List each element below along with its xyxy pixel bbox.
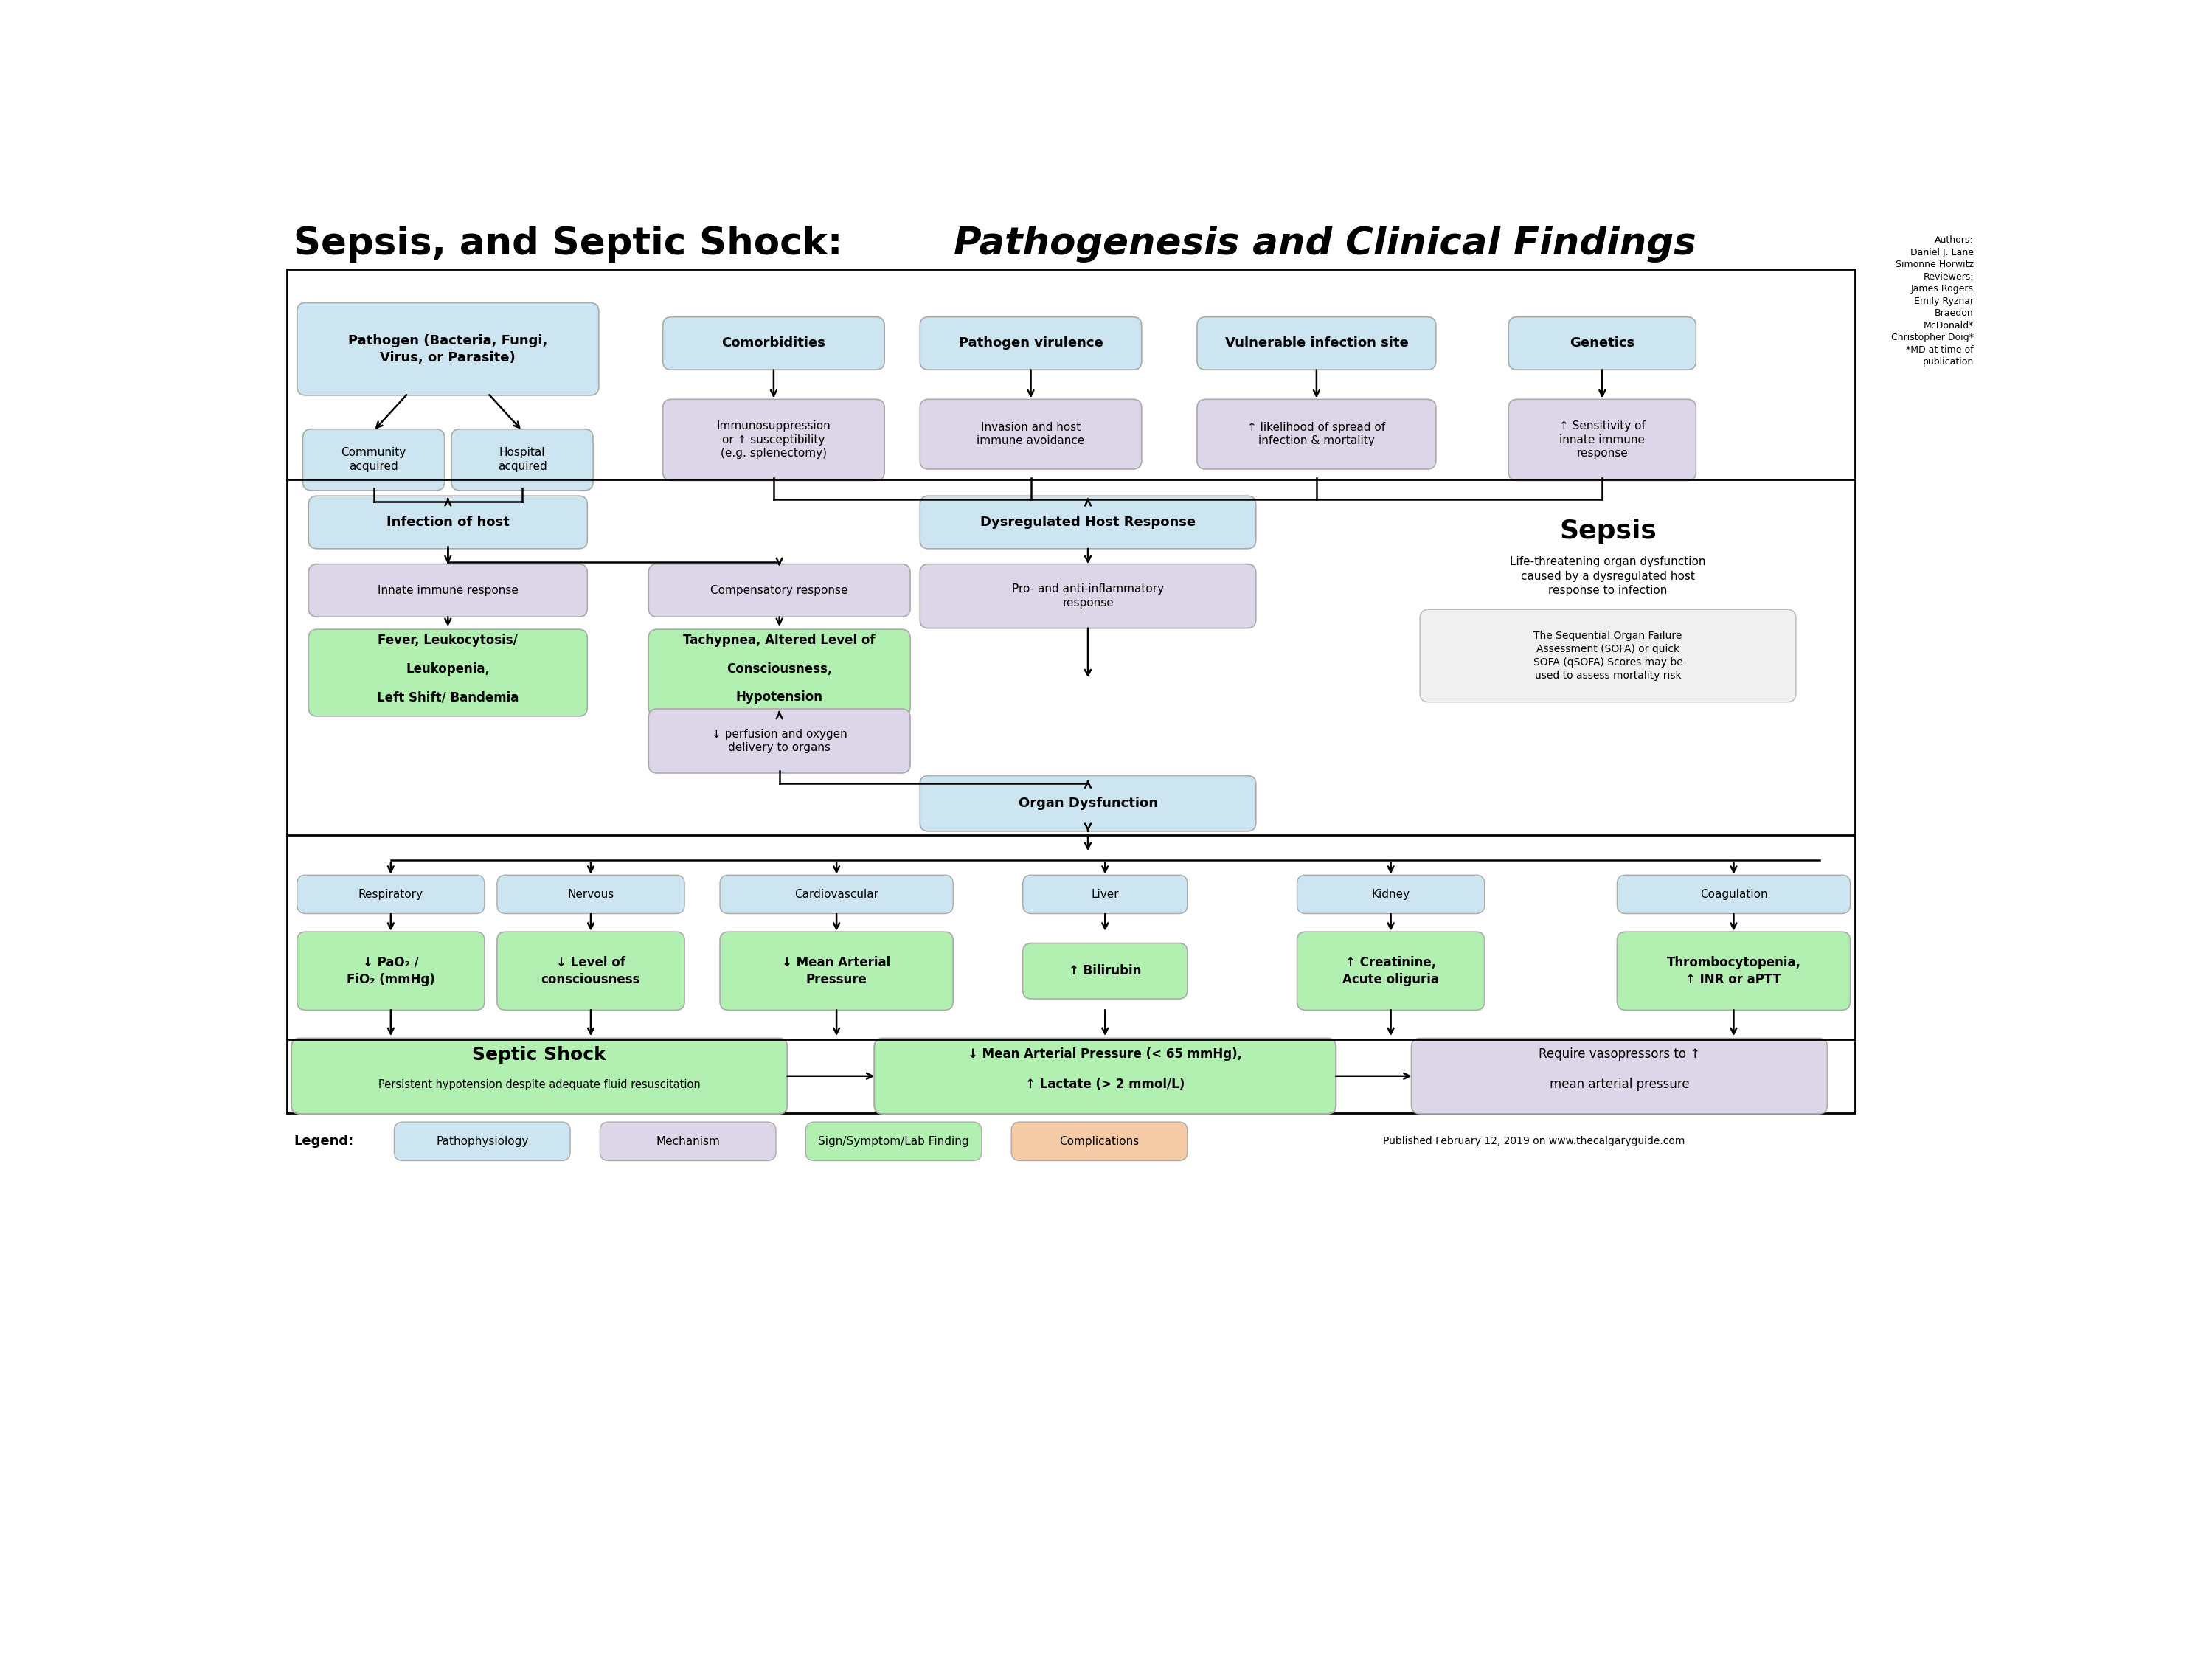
Text: Thrombocytopenia,
↑ INR or aPTT: Thrombocytopenia, ↑ INR or aPTT — [1666, 956, 1801, 985]
FancyBboxPatch shape — [296, 874, 484, 914]
Text: Legend:: Legend: — [294, 1135, 354, 1148]
FancyBboxPatch shape — [648, 564, 909, 617]
Text: ↓ perfusion and oxygen
delivery to organs: ↓ perfusion and oxygen delivery to organ… — [712, 728, 847, 753]
Text: Mechanism: Mechanism — [657, 1136, 719, 1146]
Text: Hypotension: Hypotension — [737, 690, 823, 703]
Text: Pathophysiology: Pathophysiology — [436, 1136, 529, 1146]
Text: Pathogen (Bacteria, Fungi,
Virus, or Parasite): Pathogen (Bacteria, Fungi, Virus, or Par… — [347, 333, 549, 363]
Text: Require vasopressors to ↑: Require vasopressors to ↑ — [1540, 1048, 1701, 1062]
FancyBboxPatch shape — [1509, 400, 1697, 481]
FancyBboxPatch shape — [498, 874, 684, 914]
Text: Liver: Liver — [1091, 889, 1119, 899]
Text: Comorbidities: Comorbidities — [721, 337, 825, 350]
Text: The Sequential Organ Failure
Assessment (SOFA) or quick
SOFA (qSOFA) Scores may : The Sequential Organ Failure Assessment … — [1533, 630, 1683, 682]
FancyBboxPatch shape — [719, 874, 953, 914]
FancyBboxPatch shape — [874, 1039, 1336, 1113]
FancyBboxPatch shape — [292, 1039, 787, 1113]
Text: Genetics: Genetics — [1571, 337, 1635, 350]
FancyBboxPatch shape — [664, 400, 885, 481]
Text: Cardiovascular: Cardiovascular — [794, 889, 878, 899]
Text: Pathogenesis and Clinical Findings: Pathogenesis and Clinical Findings — [953, 226, 1697, 262]
FancyBboxPatch shape — [1617, 874, 1849, 914]
FancyBboxPatch shape — [648, 708, 909, 773]
Text: ↓ PaO₂ /
FiO₂ (mmHg): ↓ PaO₂ / FiO₂ (mmHg) — [347, 956, 436, 985]
Text: Septic Shock: Septic Shock — [473, 1045, 606, 1063]
FancyBboxPatch shape — [920, 400, 1141, 469]
Text: Leukopenia,: Leukopenia, — [407, 662, 489, 675]
Text: Immunosuppression
or ↑ susceptibility
(e.g. splenectomy): Immunosuppression or ↑ susceptibility (e… — [717, 421, 832, 460]
FancyBboxPatch shape — [307, 564, 588, 617]
Text: ↓ Mean Arterial Pressure (< 65 mmHg),: ↓ Mean Arterial Pressure (< 65 mmHg), — [969, 1048, 1243, 1062]
Text: Dysregulated Host Response: Dysregulated Host Response — [980, 516, 1197, 529]
FancyBboxPatch shape — [394, 1121, 571, 1161]
FancyBboxPatch shape — [296, 302, 599, 395]
Text: ↓ Mean Arterial
Pressure: ↓ Mean Arterial Pressure — [783, 956, 891, 985]
Text: Hospital
acquired: Hospital acquired — [498, 448, 546, 473]
Text: Complications: Complications — [1060, 1136, 1139, 1146]
Text: Sepsis: Sepsis — [1559, 518, 1657, 544]
Text: ↑ Lactate (> 2 mmol/L): ↑ Lactate (> 2 mmol/L) — [1026, 1078, 1186, 1092]
Text: Innate immune response: Innate immune response — [378, 586, 518, 596]
Text: ↑ likelihood of spread of
infection & mortality: ↑ likelihood of spread of infection & mo… — [1248, 421, 1385, 446]
Text: Tachypnea, Altered Level of: Tachypnea, Altered Level of — [684, 634, 876, 647]
FancyBboxPatch shape — [1296, 874, 1484, 914]
Text: ↓ Level of
consciousness: ↓ Level of consciousness — [542, 956, 641, 985]
Text: Invasion and host
immune avoidance: Invasion and host immune avoidance — [978, 421, 1084, 446]
Text: ↑ Bilirubin: ↑ Bilirubin — [1068, 964, 1141, 977]
FancyBboxPatch shape — [1197, 317, 1436, 370]
FancyBboxPatch shape — [1411, 1039, 1827, 1113]
FancyBboxPatch shape — [1617, 932, 1849, 1010]
FancyBboxPatch shape — [307, 496, 588, 549]
Text: Compensatory response: Compensatory response — [710, 586, 847, 596]
Text: Community
acquired: Community acquired — [341, 448, 407, 473]
FancyBboxPatch shape — [805, 1121, 982, 1161]
Text: Coagulation: Coagulation — [1699, 889, 1767, 899]
FancyBboxPatch shape — [1022, 944, 1188, 999]
FancyBboxPatch shape — [920, 496, 1256, 549]
Text: Fever, Leukocytosis/: Fever, Leukocytosis/ — [378, 634, 518, 647]
Text: Infection of host: Infection of host — [387, 516, 509, 529]
FancyBboxPatch shape — [648, 629, 909, 717]
Text: Organ Dysfunction: Organ Dysfunction — [1018, 796, 1157, 810]
Text: Kidney: Kidney — [1371, 889, 1409, 899]
FancyBboxPatch shape — [1509, 317, 1697, 370]
Text: Sepsis, and Septic Shock:: Sepsis, and Septic Shock: — [294, 226, 856, 262]
FancyBboxPatch shape — [920, 564, 1256, 629]
Text: Nervous: Nervous — [568, 889, 615, 899]
FancyBboxPatch shape — [1011, 1121, 1188, 1161]
Text: Vulnerable infection site: Vulnerable infection site — [1225, 337, 1409, 350]
FancyBboxPatch shape — [498, 932, 684, 1010]
Text: Consciousness,: Consciousness, — [726, 662, 832, 675]
FancyBboxPatch shape — [451, 430, 593, 491]
FancyBboxPatch shape — [920, 776, 1256, 831]
Text: Sign/Symptom/Lab Finding: Sign/Symptom/Lab Finding — [818, 1136, 969, 1146]
FancyBboxPatch shape — [664, 317, 885, 370]
Text: ↑ Sensitivity of
innate immune
response: ↑ Sensitivity of innate immune response — [1559, 421, 1646, 460]
Text: Persistent hypotension despite adequate fluid resuscitation: Persistent hypotension despite adequate … — [378, 1078, 701, 1090]
FancyBboxPatch shape — [303, 430, 445, 491]
Text: Pro- and anti-inflammatory
response: Pro- and anti-inflammatory response — [1011, 584, 1164, 609]
Text: Published February 12, 2019 on www.thecalgaryguide.com: Published February 12, 2019 on www.theca… — [1382, 1136, 1686, 1146]
FancyBboxPatch shape — [307, 629, 588, 717]
Text: Left Shift/ Bandemia: Left Shift/ Bandemia — [376, 690, 520, 703]
FancyBboxPatch shape — [719, 932, 953, 1010]
FancyBboxPatch shape — [1022, 874, 1188, 914]
FancyBboxPatch shape — [296, 932, 484, 1010]
Text: Respiratory: Respiratory — [358, 889, 422, 899]
FancyBboxPatch shape — [1420, 609, 1796, 702]
Text: ↑ Creatinine,
Acute oliguria: ↑ Creatinine, Acute oliguria — [1343, 956, 1440, 985]
Text: Life-threatening organ dysfunction
caused by a dysregulated host
response to inf: Life-threatening organ dysfunction cause… — [1511, 556, 1705, 596]
Text: Pathogen virulence: Pathogen virulence — [958, 337, 1104, 350]
FancyBboxPatch shape — [599, 1121, 776, 1161]
Text: mean arterial pressure: mean arterial pressure — [1548, 1078, 1690, 1092]
FancyBboxPatch shape — [1296, 932, 1484, 1010]
FancyBboxPatch shape — [920, 317, 1141, 370]
Text: Authors:
Daniel J. Lane
Simonne Horwitz
Reviewers:
James Rogers
Emily Ryznar
Bra: Authors: Daniel J. Lane Simonne Horwitz … — [1891, 236, 1973, 367]
FancyBboxPatch shape — [1197, 400, 1436, 469]
